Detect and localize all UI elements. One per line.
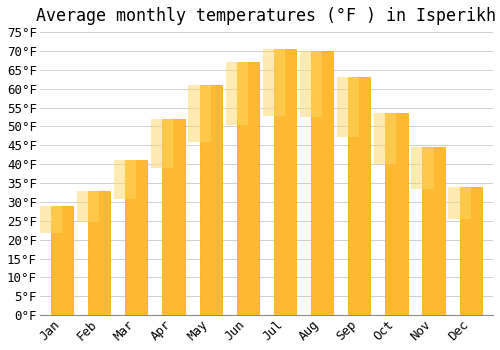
Bar — [114, 160, 136, 199]
Bar — [460, 187, 482, 315]
Bar — [311, 51, 334, 315]
Bar — [77, 191, 99, 222]
Bar — [386, 113, 407, 315]
Bar — [422, 147, 444, 315]
Bar — [40, 206, 62, 233]
Bar — [162, 119, 184, 315]
Bar — [448, 187, 471, 219]
Bar — [125, 160, 148, 315]
Bar — [374, 113, 396, 164]
Bar — [88, 191, 110, 315]
Bar — [151, 119, 174, 168]
Bar — [226, 62, 248, 126]
Bar — [348, 77, 370, 315]
Bar — [200, 85, 222, 315]
Bar — [300, 51, 322, 117]
Bar — [51, 206, 73, 315]
Bar — [274, 49, 296, 315]
Bar — [337, 77, 359, 137]
Bar — [262, 49, 285, 116]
Bar — [236, 62, 259, 315]
Bar — [412, 147, 434, 189]
Title: Average monthly temperatures (°F ) in Isperikh: Average monthly temperatures (°F ) in Is… — [36, 7, 496, 25]
Bar — [188, 85, 210, 142]
